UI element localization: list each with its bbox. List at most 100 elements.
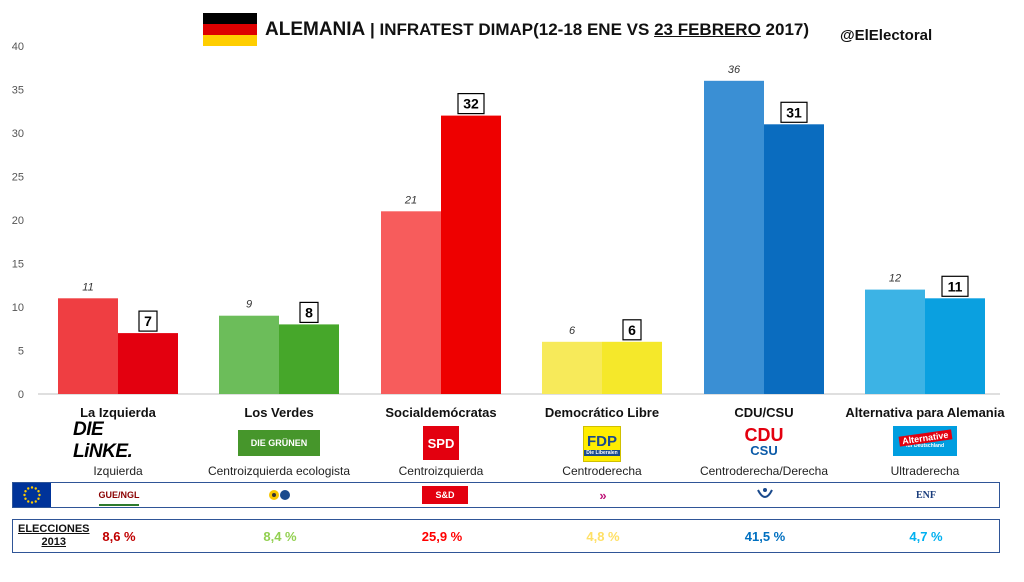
y-tick-label: 10 [12, 302, 24, 314]
party-ideology: Centroizquierda ecologista [207, 464, 351, 478]
eu-star-icon [23, 493, 26, 497]
epp-icon-graphic [757, 488, 773, 498]
bar-previous [542, 341, 602, 394]
data-label-current: 32 [463, 96, 479, 112]
party-name: Socialdemócratas [385, 405, 497, 420]
cdu-csu-logo-icon: CDU CSU [736, 426, 792, 460]
flag-stripe-gold [203, 35, 257, 46]
eu-star-icon [30, 486, 34, 489]
party-name: Los Verdes [244, 405, 314, 420]
eu-star-icon [30, 501, 34, 504]
data-label-box [138, 310, 158, 332]
y-tick-label: 30 [12, 128, 24, 140]
party-name: CDU/CSU [734, 405, 794, 420]
eu-star-icon [24, 490, 27, 493]
title-country: ALEMANIA [265, 19, 366, 40]
enf-icon: ENF [916, 489, 936, 501]
data-label-previous: 12 [889, 273, 901, 285]
fdp-logo-icon: FDP Die Liberalen [583, 426, 621, 462]
data-label-previous: 11 [82, 281, 93, 293]
data-label-box [299, 301, 319, 323]
elections-label-line1: ELECCIONES [18, 523, 90, 535]
afd-logo-subtext: für Deutschland [905, 443, 945, 449]
election-result-value: 4,7 % [909, 529, 943, 544]
data-label-box [622, 319, 642, 341]
election-result-value: 4,8 % [586, 529, 620, 544]
eu-star-icon [24, 497, 27, 500]
y-tick-label: 40 [12, 41, 24, 53]
flag-stripe-red [203, 24, 257, 35]
bar-previous [219, 315, 279, 394]
bar-current [279, 324, 339, 394]
sd-group-icon: S&D [422, 486, 468, 504]
party-ideology: Centroizquierda [398, 464, 484, 478]
alde-icon: » [599, 487, 607, 503]
data-label-current: 6 [628, 322, 636, 338]
data-label-box [780, 101, 808, 123]
eu-star-icon [37, 490, 40, 493]
germany-flag-icon [203, 13, 257, 46]
party-name: Alternativa para Alemania [845, 405, 1005, 420]
greens-efa-icon-graphic [269, 490, 290, 500]
title-date: 23 FEBRERO [654, 20, 761, 39]
y-tick-label: 25 [12, 172, 24, 184]
bar-current [602, 341, 662, 394]
bar-previous [381, 211, 441, 394]
elections-label-line2: 2013 [41, 536, 66, 548]
bar-current [925, 298, 985, 394]
fdp-logo-subtext: Die Liberalen [584, 449, 620, 456]
eu-star-icon [37, 497, 40, 500]
data-label-current: 8 [305, 304, 313, 320]
election-result-value: 8,4 % [263, 529, 297, 544]
gue-ngl-icon: GUE/NGL [99, 486, 140, 506]
die-gruenen-logo-icon: DIE GRÜNEN [238, 430, 320, 456]
data-label-previous: 36 [728, 64, 741, 76]
fdp-logo-text: FDP [587, 432, 617, 450]
party-ideology: Ultraderecha [890, 464, 960, 478]
eu-star-icon [34, 500, 37, 503]
data-label-box [941, 275, 969, 297]
y-tick-label: 5 [18, 346, 24, 358]
title-source: INFRATEST DIMAP(12-18 ENE VS [379, 20, 655, 39]
eu-star-icon [27, 500, 30, 503]
elections-label: ELECCIONES 2013 [18, 523, 90, 549]
y-tick-label: 35 [12, 85, 24, 97]
y-tick-label: 0 [18, 389, 24, 400]
title-year: 2017) [760, 20, 810, 39]
eu-star-icon [27, 487, 30, 490]
party-name: Democrático Libre [544, 405, 660, 420]
author-handle: @ElElectoral [840, 27, 933, 44]
bar-chart: 0 5 10 15 20 25 30 35 40 11 7 9 8 21 32 6 6 36 31 12 11 [12, 41, 1000, 400]
data-label-box [457, 92, 485, 115]
eu-star-icon [38, 493, 41, 497]
cdu-logo-text: CDU [744, 425, 784, 445]
party-ideology: Centroderecha/Derecha [699, 464, 829, 478]
data-label-current: 7 [144, 313, 152, 329]
greens-efa-icon [260, 486, 300, 504]
bar-previous [865, 289, 925, 394]
election-result-value: 25,9 % [421, 529, 463, 544]
csu-logo-text: CSU [750, 443, 778, 458]
data-label-current: 31 [786, 104, 802, 120]
eu-flag-icon [13, 483, 51, 507]
eu-group-row: GUE/NGL S&D » ENF [12, 482, 1000, 508]
party-name: La Izquierda [80, 405, 156, 420]
title-separator: | [365, 20, 380, 39]
afd-logo-icon: Alternative für Deutschland [893, 426, 957, 456]
flag-stripe-black [203, 13, 257, 24]
data-label-previous: 21 [404, 194, 417, 206]
data-label-current: 11 [948, 278, 963, 294]
election-result-value: 8,6 % [102, 529, 136, 544]
spd-logo-icon: SPD [423, 426, 459, 460]
data-label-previous: 6 [569, 325, 576, 337]
election-result-value: 41,5 % [744, 529, 786, 544]
data-label-previous: 9 [246, 299, 252, 311]
bar-current [118, 333, 178, 394]
bar-current [441, 115, 501, 394]
eu-star-icon [34, 487, 37, 490]
bar-current [764, 124, 824, 395]
bar-previous [58, 298, 118, 394]
bar-previous [704, 80, 764, 395]
y-tick-label: 15 [12, 259, 24, 271]
